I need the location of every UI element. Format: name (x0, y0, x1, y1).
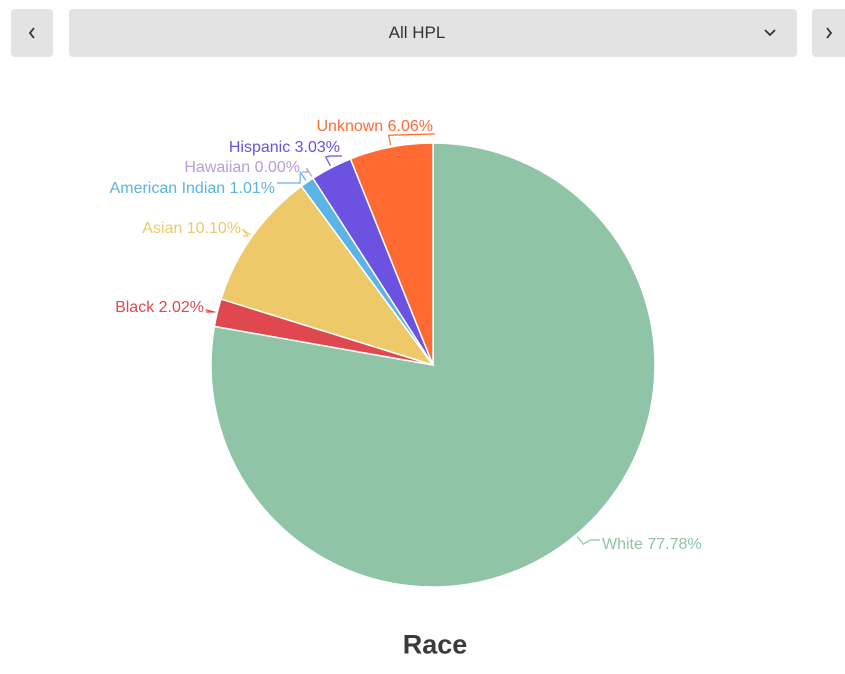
leader-line-asian (241, 228, 251, 237)
pie-slice-asian[interactable] (220, 185, 435, 367)
race-chart: White 77.78% Black 2.02% Asian 10.10% Ameri… (0, 60, 845, 674)
leader-line-white (576, 536, 600, 546)
leader-line-american-indian (277, 170, 307, 184)
slice-label-unknown: Unknown 6.06% (316, 118, 433, 135)
previous-button[interactable] (11, 9, 53, 57)
pie-slice-unknown[interactable] (349, 142, 434, 366)
slice-label-hispanic: Hispanic 3.03% (229, 139, 340, 156)
slice-label-hawaiian: Hawaiian 0.00% (184, 159, 300, 176)
leader-line-hawaiian (302, 167, 313, 177)
toolbar: All HPL (0, 9, 845, 57)
leader-line-hispanic (324, 155, 342, 167)
leader-line-black (205, 309, 216, 313)
slice-label-black: Black 2.02% (115, 299, 204, 316)
pie-chart: White 77.78% Black 2.02% Asian 10.10% Ameri… (110, 118, 702, 588)
chevron-left-icon (28, 27, 35, 39)
chevron-down-icon (764, 29, 776, 37)
pie-slice-white[interactable] (210, 142, 656, 588)
chevron-right-icon (825, 27, 832, 39)
chart-title: Race (402, 629, 468, 660)
slice-label-asian: Asian 10.10% (142, 220, 241, 237)
hpl-select[interactable]: All HPL (69, 9, 797, 57)
slice-label-white: White 77.78% (602, 536, 702, 553)
leader-line-unknown (387, 133, 435, 146)
slice-label-american-indian: American Indian 1.01% (110, 180, 275, 197)
hpl-select-value: All HPL (388, 23, 446, 42)
next-button[interactable] (812, 9, 845, 57)
